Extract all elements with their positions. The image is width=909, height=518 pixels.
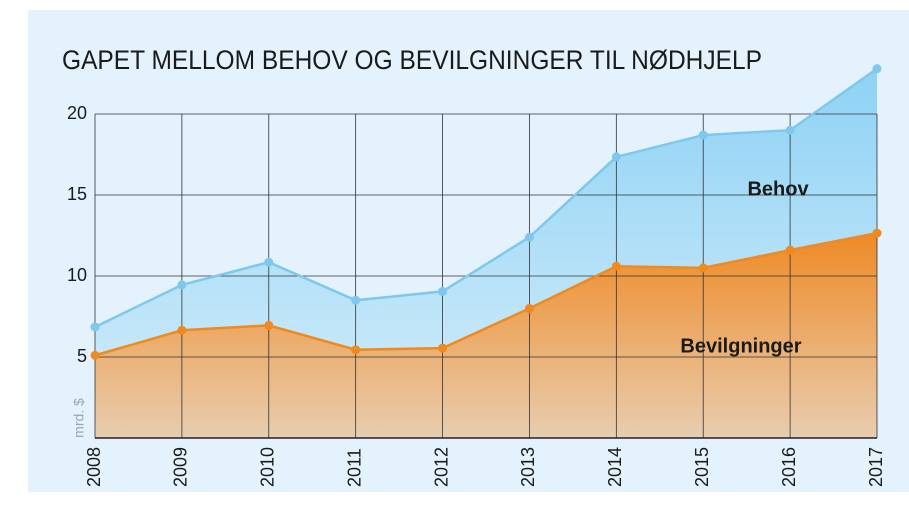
chart-title: GAPET MELLOM BEHOV OG BEVILGNINGER TIL N…: [62, 45, 762, 75]
y-tick-label: 5: [77, 346, 87, 366]
point: [177, 280, 187, 290]
point: [351, 295, 361, 305]
line: [94, 231, 878, 357]
x-tick-label: 2012: [431, 447, 451, 487]
line: [94, 67, 878, 329]
point: [698, 130, 708, 140]
point: [438, 343, 448, 353]
series-label: Behov: [747, 178, 809, 200]
point: [177, 325, 187, 335]
point: [785, 125, 795, 135]
point: [438, 286, 448, 296]
y-tick-label: 20: [67, 103, 87, 123]
point: [872, 228, 882, 238]
y-tick-label: 10: [67, 265, 87, 285]
x-tick-label: 2013: [518, 447, 538, 487]
x-tick-label: 2014: [605, 447, 625, 487]
y-axis-label: mrd. $: [71, 398, 87, 438]
x-tick-label: 2009: [171, 447, 191, 487]
point: [524, 232, 534, 242]
x-tick-label: 2017: [866, 447, 886, 487]
point: [90, 350, 100, 360]
point: [611, 152, 621, 162]
point: [524, 303, 534, 313]
point: [872, 64, 882, 74]
point: [264, 320, 274, 330]
x-tick-label: 2015: [692, 447, 712, 487]
series-label: Bevilgninger: [680, 335, 801, 357]
point: [698, 263, 708, 273]
x-tick-label: 2008: [84, 447, 104, 487]
point: [351, 345, 361, 355]
point: [785, 245, 795, 255]
x-tick-label: 2010: [258, 447, 278, 487]
y-tick-label: 15: [67, 184, 87, 204]
point: [90, 322, 100, 332]
x-tick-label: 2011: [344, 448, 364, 487]
x-tick-label: 2016: [779, 447, 799, 487]
point: [264, 257, 274, 267]
area: [95, 233, 877, 438]
point: [611, 261, 621, 271]
